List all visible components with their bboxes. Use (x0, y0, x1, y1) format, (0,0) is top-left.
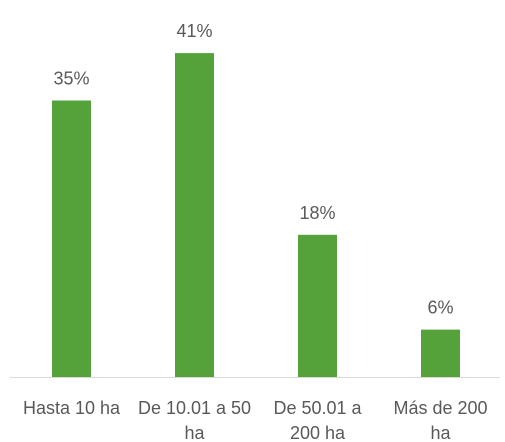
x-tick-label: Hasta 10 ha (22, 398, 121, 418)
data-label: 41% (176, 21, 212, 41)
bar (298, 234, 337, 377)
data-label: 18% (299, 203, 335, 223)
x-tick-label: De 50.01 a 200 ha (273, 398, 362, 442)
data-label: 35% (53, 69, 89, 89)
bar (52, 100, 91, 377)
bar (175, 53, 214, 377)
bar (421, 329, 460, 377)
x-tick-label: De 10.01 a 50 ha (137, 398, 252, 442)
x-tick-label: Más de 200 ha (393, 398, 488, 442)
data-label: 6% (427, 298, 453, 318)
